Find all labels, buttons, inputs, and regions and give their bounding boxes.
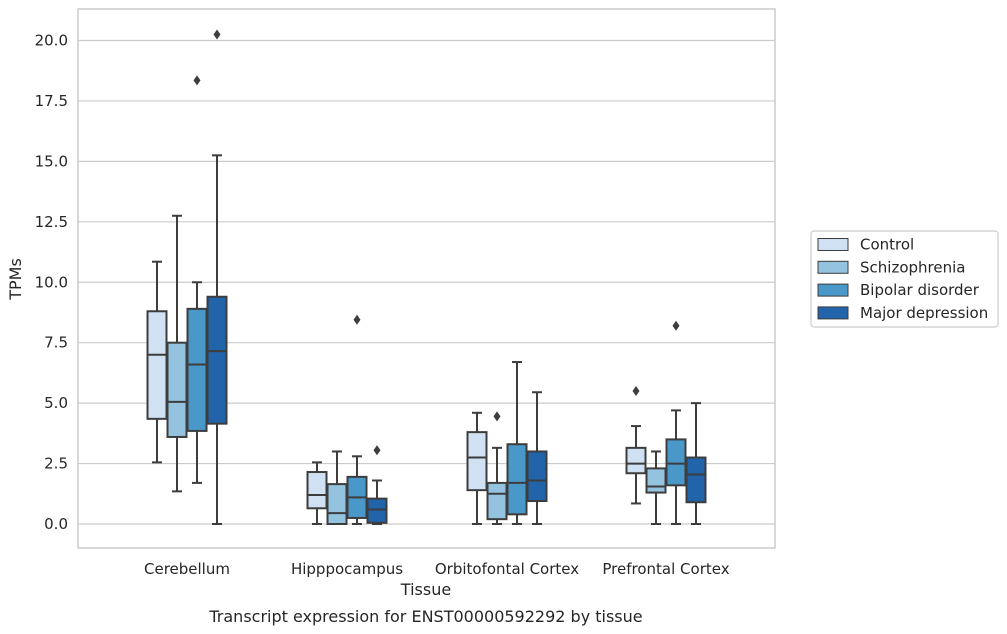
box-iqr xyxy=(486,481,508,521)
y-tick-label: 20.0 xyxy=(35,32,68,50)
x-tick-label: Prefrontal Cortex xyxy=(602,560,729,578)
box-2-2 xyxy=(506,361,528,525)
legend-label: Schizophrenia xyxy=(860,258,965,276)
box-iqr xyxy=(166,341,188,438)
box-1-0 xyxy=(166,214,188,493)
box-iqr xyxy=(506,443,528,516)
legend-frame xyxy=(810,230,999,328)
box-1-3 xyxy=(645,450,667,525)
box-iqr xyxy=(466,431,488,492)
legend-swatch xyxy=(817,260,849,274)
x-axis-title: Tissue xyxy=(400,580,451,599)
x-tick-label: Orbitofontal Cortex xyxy=(435,560,579,578)
x-tick-label: Cerebellum xyxy=(144,560,230,578)
outlier-point xyxy=(193,75,201,86)
y-tick-labels: 0.0 2.5 5.0 7.5 10.0 12.5 15.0 17.5 20.0 xyxy=(35,32,68,534)
box-0-0 xyxy=(146,260,168,464)
y-tick-label: 15.0 xyxy=(35,152,68,170)
legend-label: Major depression xyxy=(860,304,988,322)
legend-swatch xyxy=(817,238,849,251)
y-tick-label: 7.5 xyxy=(44,334,68,352)
boxes-layer xyxy=(146,29,707,525)
box-1-2 xyxy=(486,411,508,525)
outlier-point xyxy=(353,314,361,325)
box-iqr xyxy=(526,450,548,503)
legend-swatch xyxy=(817,306,849,320)
outlier-point xyxy=(672,320,680,331)
box-iqr xyxy=(625,446,647,475)
box-iqr xyxy=(685,456,707,504)
box-iqr xyxy=(206,295,228,425)
box-2-1 xyxy=(346,314,368,525)
y-tick-label: 5.0 xyxy=(44,394,68,412)
box-iqr xyxy=(366,497,388,524)
box-1-1 xyxy=(326,450,348,525)
box-0-3 xyxy=(625,386,647,505)
box-iqr xyxy=(326,483,348,525)
box-iqr xyxy=(186,307,208,432)
box-3-0 xyxy=(206,29,228,525)
outlier-point xyxy=(632,386,640,397)
box-3-3 xyxy=(685,402,707,525)
box-iqr xyxy=(306,471,328,510)
outlier-point xyxy=(213,29,221,40)
y-tick-label: 12.5 xyxy=(35,213,68,231)
y-tick-label: 10.0 xyxy=(35,273,68,291)
box-0-2 xyxy=(466,411,488,525)
box-3-2 xyxy=(526,391,548,525)
outlier-point xyxy=(373,445,381,456)
legend-swatch xyxy=(817,283,849,297)
box-2-3 xyxy=(665,320,687,525)
x-tick-labels: Cerebellum Hipppocampus Orbitofontal Corte… xyxy=(144,560,730,578)
y-tick-label: 17.5 xyxy=(35,92,68,110)
box-2-0 xyxy=(186,75,208,484)
box-iqr xyxy=(665,438,687,487)
box-iqr xyxy=(146,310,168,420)
x-tick-label: Hipppocampus xyxy=(291,560,403,578)
legend-label: Control xyxy=(860,236,914,254)
y-axis-title: TPMs xyxy=(6,258,25,301)
box-0-1 xyxy=(306,461,328,525)
box-iqr xyxy=(645,467,667,494)
legend: Control Schizophrenia Bipolar disorder Majo… xyxy=(810,230,999,328)
plot-frame xyxy=(77,8,776,549)
y-tick-label: 2.5 xyxy=(44,455,68,473)
legend-label: Bipolar disorder xyxy=(860,281,980,299)
box-3-1 xyxy=(366,445,388,525)
chart-caption: Transcript expression for ENST0000059229… xyxy=(208,607,642,626)
y-tick-label: 0.0 xyxy=(44,515,68,533)
outlier-point xyxy=(493,411,501,422)
